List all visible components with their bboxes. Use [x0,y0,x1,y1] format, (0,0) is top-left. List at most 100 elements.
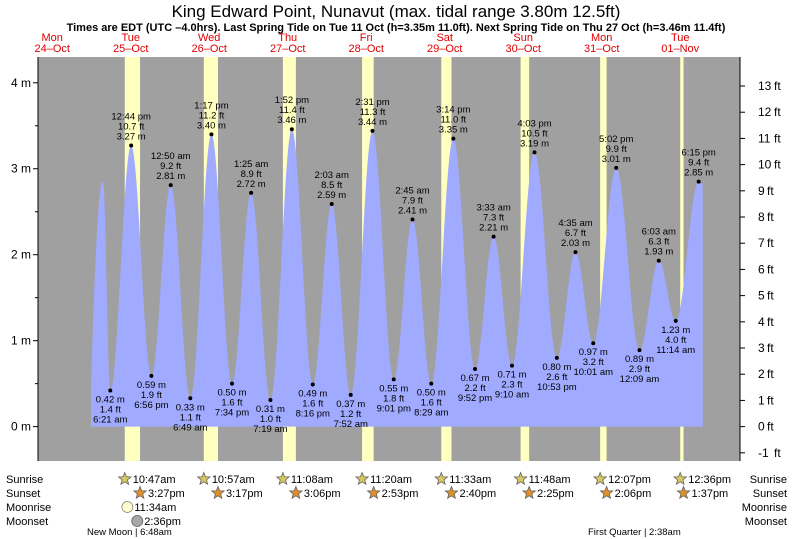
sunset-time: 2:06pm [615,488,652,500]
tide-curve [91,129,703,427]
low-tide-label: 4.0 ft [665,335,686,346]
low-tide-label: 0.97 m [579,347,608,358]
daylight-band [680,57,684,461]
right-tick-label: 10 [758,158,772,172]
chart-subtitle: Times are EDT (UTC –4.0hrs). Last Spring… [67,22,726,34]
right-tick-unit: ft [774,446,781,460]
sunset-time: 2:40pm [459,488,496,500]
right-tick-label: 5 [758,289,765,303]
low-tide-label: 2.9 ft [629,364,650,375]
low-tide-label: 0.50 m [417,388,446,399]
day-name: Thu [278,32,297,44]
day-name: Sat [436,32,453,44]
low-tide-label: 0.49 m [298,388,327,399]
low-tide-label: 2.2 ft [464,383,485,394]
low-tide-label: 1.1 ft [180,412,201,423]
right-tick-label: 7 [758,236,765,250]
tide-point [491,234,496,239]
high-tide-label: 3.46 m [277,115,306,126]
low-tide-label: 0.71 m [497,370,526,381]
sunrise-icon [354,471,370,486]
sunrise-time: 11:48am [529,474,571,486]
high-tide-label: 6:03 am [642,227,676,238]
low-tide-label: 11:14 am [656,345,695,356]
low-tide-label: 1.23 m [661,325,690,336]
high-tide-label: 2.85 m [684,168,713,179]
sunrise-icon [275,471,291,486]
tide-point [696,179,701,184]
sunset-icon [210,485,226,500]
tide-point [209,132,214,137]
sunset-icon [521,485,537,500]
day-date: 31–Oct [584,43,619,55]
sunset-icon [444,485,459,500]
low-tide-label: 8:29 am [414,408,448,419]
tide-point [249,190,254,195]
row-label-right: Sunset [753,488,787,500]
row-label-left: Sunset [6,488,40,500]
right-tick-unit: ft [774,79,781,93]
low-tide-label: 8:16 pm [296,408,330,419]
low-tide-label: 1.9 ft [141,390,162,401]
high-tide-label: 8.9 ft [241,169,262,180]
high-tide-label: 3.44 m [358,117,387,128]
low-tide-label: 2.3 ft [501,380,522,391]
tide-point [473,367,478,372]
low-tide-label: 1.6 ft [302,398,323,409]
row-label-right: Moonset [745,516,787,528]
sunset-icon [132,485,148,500]
tide-point [229,381,234,386]
high-tide-label: 2.41 m [398,205,427,216]
high-tide-label: 4:35 am [558,218,592,229]
high-tide-label: 3:14 pm [436,105,470,116]
sunrise-icon [672,471,688,486]
tide-point [108,388,113,393]
high-tide-label: 2.21 m [479,223,508,234]
left-tick-label: 2 m [11,248,31,262]
sunrise-time: 12:36pm [688,474,731,486]
high-tide-label: 2.72 m [237,179,266,190]
day-date: 25–Oct [113,43,148,55]
sunrise-icon [513,471,528,486]
low-tide-label: 0.67 m [460,373,489,384]
high-tide-label: 11.4 ft [279,105,305,116]
low-tide-label: 6:21 am [93,415,127,426]
day-date: 30–Oct [505,43,540,55]
high-tide-label: 6:15 pm [682,148,716,159]
low-tide-label: 10:01 am [573,367,613,378]
high-tide-label: 3.40 m [197,120,226,131]
high-tide-label: 6.7 ft [565,228,586,239]
high-tide-label: 6.3 ft [648,237,669,248]
low-tide-label: 7:52 am [334,419,368,430]
high-tide-label: 9.4 ft [688,158,709,169]
low-tide-label: 0.42 m [96,395,125,406]
row-label-right: Moonrise [742,502,787,514]
tide-point [168,183,173,188]
high-tide-label: 11.0 ft [440,115,466,126]
tide-point [429,381,434,386]
high-tide-label: 10.5 ft [521,128,548,139]
day-name: Fri [360,32,373,44]
right-tick-unit: ft [767,393,774,407]
low-tide-label: 2.6 ft [546,372,567,383]
right-tick-label: 12 [758,105,772,119]
daylight-band [600,57,607,461]
right-tick-label: 9 [758,184,765,198]
tide-point [591,341,596,346]
row-label-left: Moonrise [6,502,51,514]
left-tick-label: 1 m [11,334,31,348]
tide-point [348,392,353,397]
row-label-left: Moonset [6,516,48,528]
day-labels: Mon24–OctTue25–OctWed26–OctThu27–OctFri2… [34,32,699,55]
right-tick-unit: ft [767,367,774,381]
high-tide-label: 11.2 ft [199,110,225,121]
tide-point [391,377,396,382]
low-tide-label: 6:56 pm [134,400,168,411]
right-tick-label: 13 [758,79,772,93]
day-name: Mon [591,32,612,44]
right-tick-unit: ft [767,184,774,198]
low-tide-label: 0.37 m [336,399,365,410]
moonset-time: 2:36pm [144,516,181,528]
low-tide-label: 0.33 m [176,402,205,413]
right-tick-unit: ft [767,210,774,224]
